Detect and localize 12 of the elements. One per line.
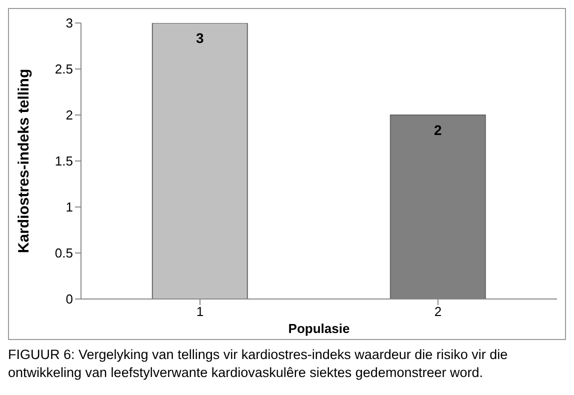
y-tick-label: 3 bbox=[66, 16, 73, 31]
y-tick-label: 1.5 bbox=[54, 154, 73, 169]
y-tick-label: 1 bbox=[66, 200, 73, 215]
y-tick-label: 0.5 bbox=[54, 246, 73, 261]
y-tick-label: 2 bbox=[66, 108, 73, 123]
y-tick-label: 0 bbox=[66, 292, 73, 307]
text: FIGUUR 6: Vergelyking van tellings vir kardiostres-indeks waardeur die risiko vir die ontwikkeling van leefstylverwante kardiovaskulêre siektes gedemonstreer word. bbox=[8, 346, 509, 382]
y-tick-label: 2.5 bbox=[54, 62, 73, 77]
data-label: 3 bbox=[196, 30, 204, 46]
data-label: 2 bbox=[434, 122, 442, 138]
y-axis-title: Kardiostres-indeks telling bbox=[15, 68, 32, 254]
x-axis-title: Populasie bbox=[288, 321, 350, 336]
